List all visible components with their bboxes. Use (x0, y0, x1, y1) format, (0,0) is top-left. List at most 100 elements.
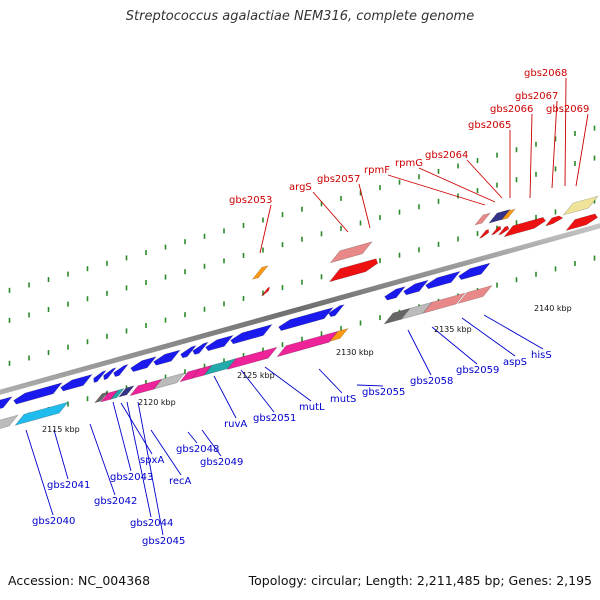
map-title: Streptococcus agalactiae NEM316, complet… (125, 9, 475, 24)
gene-label-gbs2058: gbs2058 (410, 376, 453, 387)
gene-feature (13, 382, 63, 405)
gene-feature (192, 341, 209, 355)
label-connector (259, 204, 272, 254)
gene-label-asps: aspS (503, 357, 527, 368)
label-connector (407, 329, 432, 376)
gene-feature (103, 367, 117, 381)
gene-feature (497, 225, 510, 236)
label-connector (126, 401, 152, 518)
gene-feature (478, 229, 490, 239)
gene-feature (457, 284, 493, 305)
label-connector (529, 113, 533, 199)
gene-label-hiss: hisS (531, 350, 552, 361)
label-connector (461, 317, 516, 357)
gene-label-rpmf: rpmF (364, 165, 390, 176)
label-connector (137, 401, 164, 536)
gene-label-gbs2053: gbs2053 (229, 195, 272, 206)
gene-feature (153, 349, 181, 366)
scale-tick-label: 2125 kbp (237, 371, 275, 380)
gene-feature (422, 292, 466, 314)
scale-labels: 2115 kbp 2120 kbp 2125 kbp 2130 kbp 2135 kbp… (42, 304, 572, 434)
gene-label-gbs2049: gbs2049 (200, 457, 243, 468)
label-connector (483, 314, 544, 350)
gene-feature (544, 215, 564, 227)
gene-feature (60, 373, 93, 392)
label-connector (264, 366, 312, 402)
gene-label-gbs2040: gbs2040 (32, 516, 75, 527)
tick-marks (8, 125, 596, 423)
scale-tick-label: 2140 kbp (534, 304, 572, 313)
label-connector (358, 183, 371, 229)
label-connector (25, 429, 54, 516)
label-connector (466, 159, 503, 199)
gene-feature (565, 213, 599, 232)
gene-label-gbs2041: gbs2041 (47, 480, 90, 491)
gene-feature (205, 334, 234, 352)
gene-features (0, 195, 599, 429)
label-connector (356, 384, 384, 387)
gene-label-gbs2068: gbs2068 (524, 68, 567, 79)
gene-feature (260, 286, 271, 297)
gene-feature (93, 370, 107, 383)
gene-feature (153, 372, 186, 390)
gene-label-gbs2048: gbs2048 (176, 444, 219, 455)
label-connector (112, 401, 132, 472)
gene-label-gbs2059: gbs2059 (456, 365, 499, 376)
gene-feature (384, 286, 406, 301)
gene-label-gbs2051: gbs2051 (253, 413, 296, 424)
gene-label-gbs2066: gbs2066 (490, 104, 533, 115)
gene-label-reca: recA (169, 476, 192, 487)
label-connector (89, 423, 116, 496)
accession-label: Accession: NC_004368 (8, 573, 151, 588)
gene-label-muts: mutS (330, 394, 356, 405)
label-connector (150, 429, 182, 476)
gene-feature (109, 388, 125, 400)
gene-feature (117, 385, 135, 398)
label-connector (240, 369, 275, 413)
gene-feature (503, 217, 547, 238)
gene-label-spxa: spxA (140, 455, 164, 466)
label-connector (312, 191, 349, 233)
gene-feature (226, 346, 278, 371)
gene-feature (180, 345, 197, 359)
label-connector (418, 167, 496, 203)
gene-feature (130, 356, 157, 372)
gene-feature (0, 396, 13, 409)
label-connector (564, 77, 567, 187)
gene-feature (329, 327, 349, 342)
gene-label-args: argS (289, 182, 312, 193)
gene-feature (490, 225, 502, 236)
label-connector (431, 326, 478, 365)
gene-feature (329, 241, 373, 264)
label-connector (575, 113, 589, 187)
gene-feature (14, 401, 69, 426)
gene-label-mutl: mutL (299, 402, 325, 413)
gene-label-gbs2057: gbs2057 (317, 174, 360, 185)
gene-label-gbs2042: gbs2042 (94, 496, 137, 507)
label-connector (120, 402, 153, 455)
gene-feature (458, 262, 491, 280)
gene-label-gbs2067: gbs2067 (515, 91, 558, 102)
gene-feature (328, 304, 345, 318)
scale-tick-label: 2120 kbp (138, 398, 176, 407)
gene-label-gbs2069: gbs2069 (546, 104, 589, 115)
gene-feature (113, 363, 129, 377)
gene-feature (328, 258, 379, 283)
label-connector (187, 431, 198, 444)
gene-label-gbs2055: gbs2055 (362, 387, 405, 398)
gene-feature (276, 330, 339, 358)
gene-feature (251, 265, 269, 280)
label-connector (318, 368, 343, 394)
gene-feature (500, 208, 516, 221)
gene-feature (278, 307, 334, 331)
gene-feature (425, 270, 461, 290)
gene-label-ruva: ruvA (224, 419, 247, 430)
label-connector (213, 375, 237, 419)
label-connector (551, 100, 558, 189)
label-connector (387, 174, 486, 206)
scale-tick-label: 2130 kbp (336, 348, 374, 357)
gene-label-gbs2043: gbs2043 (110, 472, 153, 483)
gene-feature (403, 279, 429, 296)
